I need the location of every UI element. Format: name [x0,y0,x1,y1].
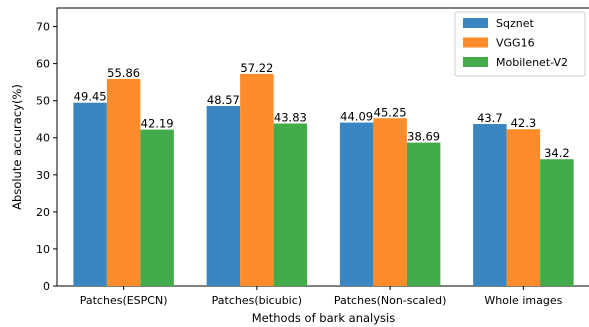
legend-swatch [463,57,488,67]
x-axis: Patches(ESPCN) Patches(bicubic) Patches(No… [80,286,563,307]
legend-label: Mobilenet-V2 [496,56,568,69]
y-axis: 0 10 20 30 40 50 60 70 [36,21,57,293]
bar-vgg16 [240,73,274,286]
bar-mobilenet-v2 [140,129,174,286]
y-axis-title: Absolute accuracy(%) [10,84,24,210]
legend-label: VGG16 [496,37,535,50]
legend: Sqznet VGG16 Mobilenet-V2 [454,11,586,77]
y-tick-label: 0 [43,280,50,293]
data-label: 48.57 [207,93,240,107]
bar-vgg16 [506,129,541,286]
y-tick-label: 50 [36,95,50,108]
data-label: 55.86 [107,66,140,80]
bar-mobilenet-v2 [273,123,308,286]
data-label: 43.83 [274,111,307,125]
bar-mobilenet-v2 [540,159,574,286]
bar-sqznet [473,124,507,286]
bar-sqznet [339,122,374,287]
x-tick-label: Whole images [484,294,562,307]
data-label: 38.69 [407,130,440,144]
x-tick-label: Patches(Non-scaled) [334,294,447,307]
data-label: 34.2 [544,146,570,160]
x-axis-title: Methods of bark analysis [252,311,395,325]
y-tick-label: 40 [36,132,50,145]
plot-frame [56,7,589,287]
data-label: 42.3 [511,116,537,130]
plot-area [56,7,589,287]
data-label: 49.45 [74,90,107,104]
data-label: 42.19 [141,117,174,131]
bar-mobilenet-v2 [406,142,441,286]
bar-sqznet [73,102,107,287]
legend-swatch [463,18,488,28]
x-tick-label: Patches(ESPCN) [80,294,168,307]
y-tick-label: 30 [36,169,50,182]
y-tick-label: 20 [36,206,50,219]
data-label: 43.7 [477,111,503,125]
data-label: 45.25 [374,105,407,119]
x-tick-label: Patches(bicubic) [212,294,302,307]
legend-swatch [463,37,488,48]
y-tick-label: 10 [36,243,50,256]
legend-label: Sqznet [496,17,534,30]
y-tick-label: 70 [36,21,50,34]
bar-sqznet [206,105,241,287]
bar-vgg16 [373,118,407,286]
data-label: 44.09 [340,110,373,124]
bars [73,73,574,287]
y-tick-label: 60 [36,58,50,71]
data-label: 57.22 [240,61,273,75]
bar-vgg16 [106,78,141,286]
